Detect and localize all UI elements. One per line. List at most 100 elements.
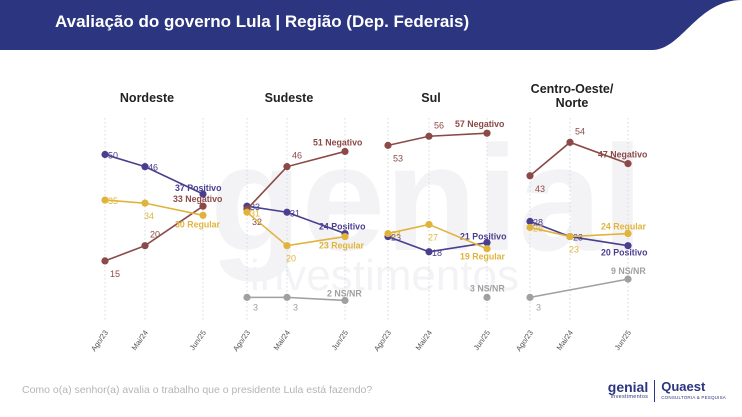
footer-logos: genial investimentos Quaest CONSULTORIA …: [608, 380, 726, 402]
data-label: 43: [535, 184, 545, 194]
end-label: 21 Positivo: [460, 232, 507, 242]
end-label: 19 Regular: [460, 252, 506, 262]
data-point: [101, 150, 109, 159]
end-label: 37 Positivo: [175, 183, 222, 193]
header-curve-decoration: [652, 0, 742, 50]
end-label: 33 Negativo: [173, 194, 223, 204]
data-point: [425, 248, 433, 256]
data-point: [243, 208, 251, 216]
data-point: [199, 211, 207, 219]
panel-title: Sul: [421, 91, 440, 105]
data-point: [341, 296, 349, 305]
data-point: [341, 147, 349, 156]
data-point: [199, 202, 207, 210]
x-tick-label: Jun/25: [330, 328, 350, 352]
data-point: [624, 229, 632, 238]
data-label: 20: [150, 230, 160, 240]
data-point: [341, 232, 349, 241]
data-point: [483, 293, 491, 301]
series-line: [529, 278, 629, 299]
panel-sudeste: Sudeste Ago/23 Mai/24 Jun/25 3 3 31 24 Positivo…: [231, 91, 366, 353]
panel-title: Nordeste: [120, 91, 174, 105]
data-label: 3: [293, 302, 298, 312]
data-point: [141, 163, 149, 171]
series-ns-nr: 3 NS/NR: [470, 283, 505, 301]
x-tick-label: Mai/24: [272, 328, 292, 352]
panel-title: Centro-Oeste/: [531, 82, 614, 96]
data-point: [384, 141, 392, 149]
page-title: Avaliação do governo Lula | Região (Dep.…: [55, 12, 470, 31]
series-negativo: 43 54 47 Negativo: [526, 126, 648, 194]
end-label: 57 Negativo: [455, 119, 505, 129]
data-label: 23: [391, 233, 401, 243]
x-tick-label: Jun/25: [613, 328, 633, 352]
data-label: 27: [428, 232, 438, 242]
data-label: 24: [391, 230, 401, 240]
data-point: [526, 293, 534, 301]
logo-divider: [654, 380, 656, 402]
data-point: [425, 220, 433, 229]
x-tick-label: Ago/23: [231, 328, 252, 353]
series-negativo: 53 56 57 Negativo: [384, 119, 505, 163]
end-label: 9 NS/NR: [611, 266, 646, 276]
watermark-sub: investimentos: [250, 251, 519, 300]
data-point: [483, 129, 491, 137]
data-label: 3: [253, 302, 258, 312]
x-tick-label: Mai/24: [555, 328, 575, 352]
series-negativo: 15 20 33 Negativo: [101, 194, 223, 279]
data-point: [624, 242, 632, 250]
quaest-logo: Quaest CONSULTORIA & PESQUISA: [661, 379, 726, 401]
data-label: 46: [292, 151, 302, 161]
end-label: 2 NS/NR: [327, 288, 362, 298]
data-point: [624, 160, 632, 168]
survey-question: Como o(a) senhor(a) avalia o trabalho qu…: [22, 384, 373, 396]
data-label: 56: [434, 120, 444, 130]
series-regular: 31 20 23 Regular: [243, 208, 365, 264]
data-point: [566, 232, 574, 241]
end-label: 47 Negativo: [598, 150, 648, 160]
data-point: [526, 217, 534, 225]
x-tick-label: Mai/24: [130, 328, 150, 352]
data-label: 53: [393, 153, 403, 163]
data-label: 31: [250, 208, 260, 218]
data-point: [624, 275, 632, 283]
data-label: 23: [569, 245, 579, 255]
panel-title: Norte: [556, 96, 589, 110]
series-ns-nr: 3 3 2 NS/NR: [243, 288, 362, 312]
data-point: [425, 132, 433, 140]
data-point: [141, 242, 149, 250]
data-label: 46: [148, 163, 158, 173]
data-label: 28: [533, 217, 543, 227]
end-label: 24 Positivo: [319, 222, 366, 232]
data-point: [283, 293, 291, 301]
data-point: [526, 172, 534, 180]
data-point: [101, 196, 109, 204]
genial-logo: genial investimentos: [607, 379, 649, 400]
end-label: 51 Negativo: [313, 137, 363, 147]
data-point: [526, 223, 534, 232]
panel-title: Sudeste: [265, 91, 314, 105]
x-tick-label: Mai/24: [414, 328, 434, 352]
panel-nordeste: Nordeste Ago/23 Mai/24 Jun/25 50 46 37 Positiv…: [89, 91, 223, 353]
data-point: [283, 242, 291, 250]
series-ns-nr: 3 9 NS/NR: [526, 266, 646, 312]
data-label: 3: [536, 302, 541, 312]
data-point: [101, 257, 109, 265]
series-regular: 24 27 19 Regular: [384, 220, 506, 262]
data-point: [384, 229, 392, 238]
data-label: 18: [432, 248, 442, 258]
data-label: 31: [290, 208, 300, 218]
end-label: 23 Regular: [319, 241, 365, 251]
series-regular: 26 23 24 Regular: [526, 222, 647, 255]
data-point: [483, 239, 491, 247]
data-label: 23: [573, 233, 583, 243]
data-label: 54: [575, 126, 585, 136]
data-point: [141, 199, 149, 207]
data-point: [243, 293, 251, 301]
x-tick-label: Ago/23: [514, 328, 535, 353]
end-label: 3 NS/NR: [470, 283, 505, 293]
data-label: 20: [286, 254, 296, 264]
data-point: [283, 163, 291, 171]
